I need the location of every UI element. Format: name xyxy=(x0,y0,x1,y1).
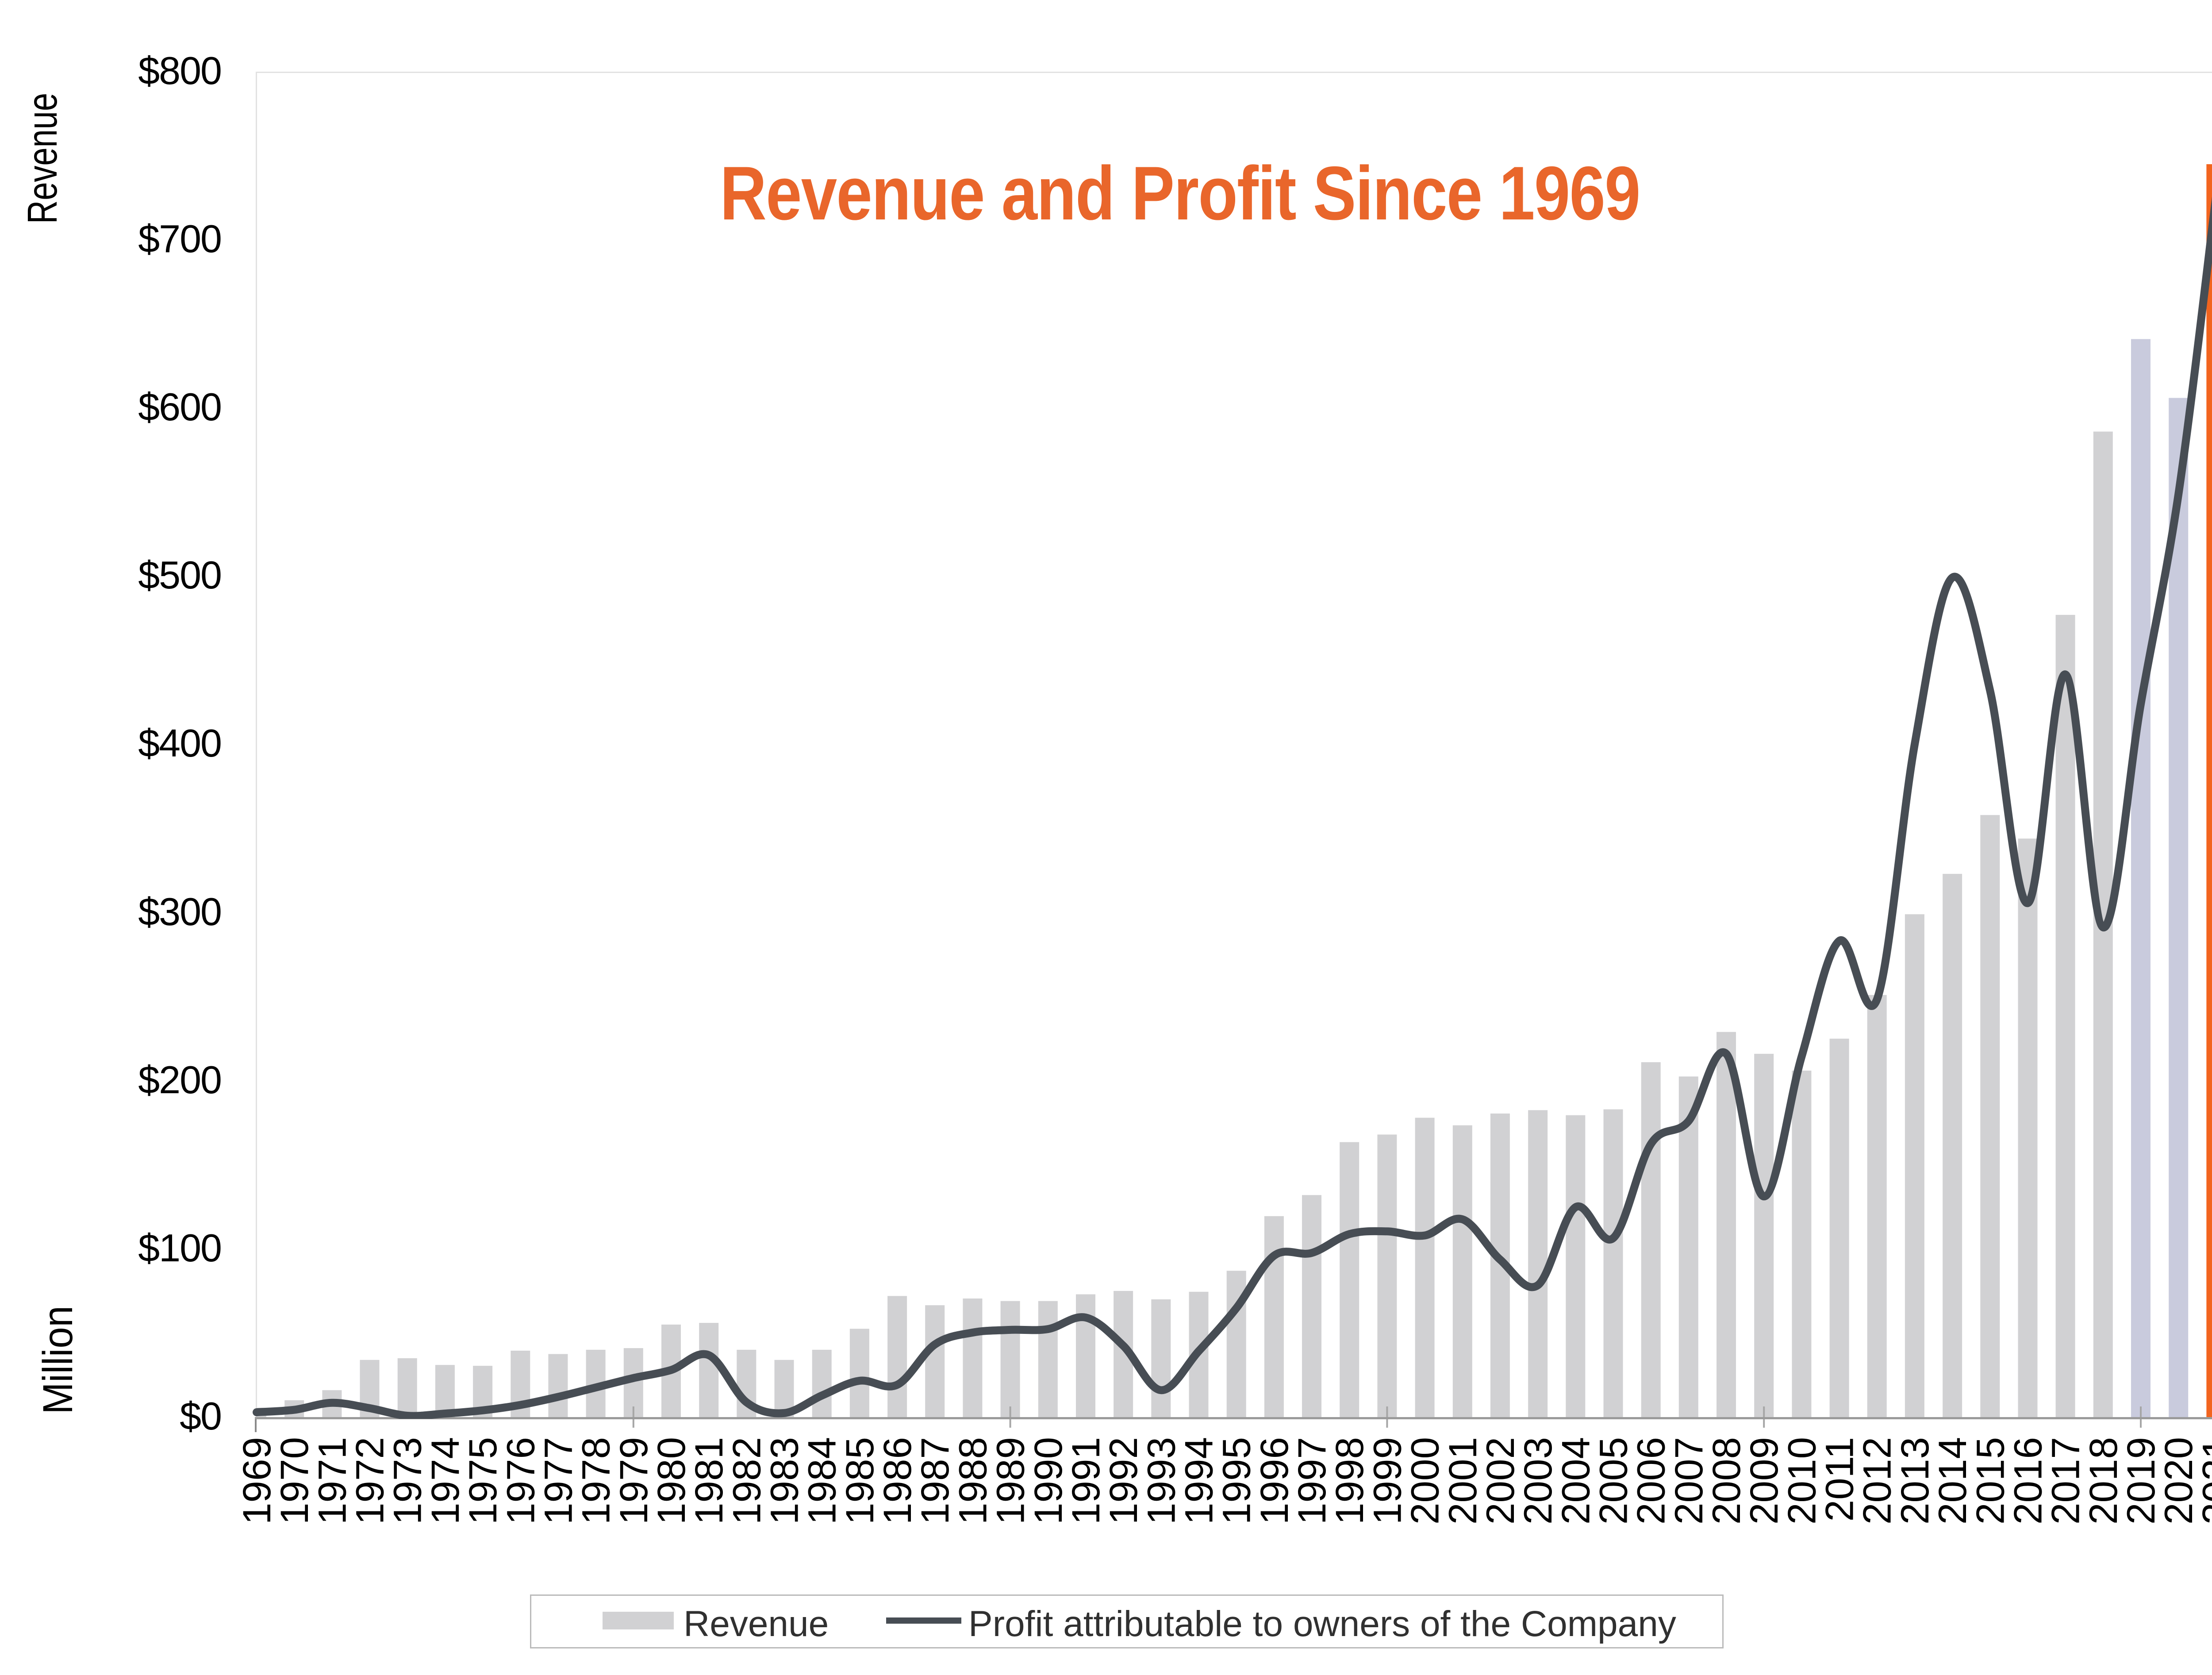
svg-text:Revenue and Profit Since 1969: Revenue and Profit Since 1969 xyxy=(720,151,1640,236)
svg-text:1984: 1984 xyxy=(800,1437,844,1525)
svg-text:1985: 1985 xyxy=(837,1437,882,1525)
svg-text:1991: 1991 xyxy=(1064,1437,1108,1525)
svg-text:2015: 2015 xyxy=(1968,1437,2012,1525)
svg-text:Revenue: Revenue xyxy=(684,1604,829,1644)
svg-text:2005: 2005 xyxy=(1591,1437,1636,1525)
svg-text:1990: 1990 xyxy=(1026,1437,1070,1525)
svg-text:1975: 1975 xyxy=(461,1437,505,1525)
svg-text:$700: $700 xyxy=(138,217,221,261)
svg-text:1997: 1997 xyxy=(1290,1437,1334,1525)
svg-text:2007: 2007 xyxy=(1667,1437,1711,1525)
svg-text:1970: 1970 xyxy=(272,1437,316,1525)
svg-text:2010: 2010 xyxy=(1779,1437,1824,1525)
svg-text:Profit attributable to owners: Profit attributable to owners of the Com… xyxy=(968,1604,1676,1644)
svg-text:1993: 1993 xyxy=(1139,1437,1183,1525)
svg-text:1988: 1988 xyxy=(950,1437,995,1525)
svg-text:$0: $0 xyxy=(180,1394,221,1438)
svg-text:$100: $100 xyxy=(138,1226,221,1270)
svg-text:2001: 2001 xyxy=(1440,1437,1485,1525)
svg-text:2000: 2000 xyxy=(1403,1437,1447,1525)
svg-text:2017: 2017 xyxy=(2043,1437,2088,1525)
svg-text:1978: 1978 xyxy=(574,1437,618,1525)
svg-text:2013: 2013 xyxy=(1893,1437,1937,1525)
svg-text:Million: Million xyxy=(35,1306,81,1414)
svg-text:2002: 2002 xyxy=(1478,1437,1522,1525)
svg-text:1977: 1977 xyxy=(536,1437,580,1525)
svg-text:2012: 2012 xyxy=(1855,1437,1899,1525)
svg-text:1996: 1996 xyxy=(1252,1437,1296,1525)
svg-text:1998: 1998 xyxy=(1327,1437,1371,1525)
svg-text:1980: 1980 xyxy=(649,1437,693,1525)
svg-text:$600: $600 xyxy=(138,385,221,429)
svg-text:2006: 2006 xyxy=(1629,1437,1673,1525)
svg-text:2016: 2016 xyxy=(2006,1437,2050,1525)
svg-text:$500: $500 xyxy=(138,553,221,597)
svg-text:1974: 1974 xyxy=(423,1437,467,1525)
svg-text:2004: 2004 xyxy=(1553,1437,1598,1525)
svg-text:1999: 1999 xyxy=(1365,1437,1409,1525)
svg-text:1995: 1995 xyxy=(1214,1437,1259,1525)
svg-text:1986: 1986 xyxy=(875,1437,919,1525)
svg-text:1969: 1969 xyxy=(234,1437,279,1525)
svg-text:1971: 1971 xyxy=(310,1437,354,1525)
svg-text:1979: 1979 xyxy=(611,1437,656,1525)
svg-text:1976: 1976 xyxy=(498,1437,542,1525)
svg-text:$200: $200 xyxy=(138,1058,221,1102)
svg-text:2008: 2008 xyxy=(1704,1437,1748,1525)
svg-text:2003: 2003 xyxy=(1516,1437,1560,1525)
svg-text:1981: 1981 xyxy=(687,1437,731,1525)
svg-text:1972: 1972 xyxy=(348,1437,392,1525)
svg-text:2021: 2021 xyxy=(2194,1437,2212,1525)
svg-text:1989: 1989 xyxy=(988,1437,1033,1525)
svg-text:2020: 2020 xyxy=(2156,1437,2200,1525)
svg-text:1994: 1994 xyxy=(1177,1437,1221,1525)
svg-text:$300: $300 xyxy=(138,890,221,934)
svg-text:2011: 2011 xyxy=(1817,1437,1862,1521)
svg-text:1987: 1987 xyxy=(913,1437,957,1525)
svg-text:1973: 1973 xyxy=(385,1437,430,1525)
svg-text:2014: 2014 xyxy=(1930,1437,1974,1525)
svg-text:$400: $400 xyxy=(138,721,221,765)
svg-text:2019: 2019 xyxy=(2119,1437,2163,1525)
svg-text:$800: $800 xyxy=(138,49,221,92)
svg-text:1983: 1983 xyxy=(762,1437,806,1525)
svg-text:2018: 2018 xyxy=(2081,1437,2125,1525)
svg-text:Revenue: Revenue xyxy=(19,93,66,224)
svg-text:1992: 1992 xyxy=(1101,1437,1145,1525)
svg-text:1982: 1982 xyxy=(724,1437,768,1525)
svg-text:2009: 2009 xyxy=(1742,1437,1786,1525)
